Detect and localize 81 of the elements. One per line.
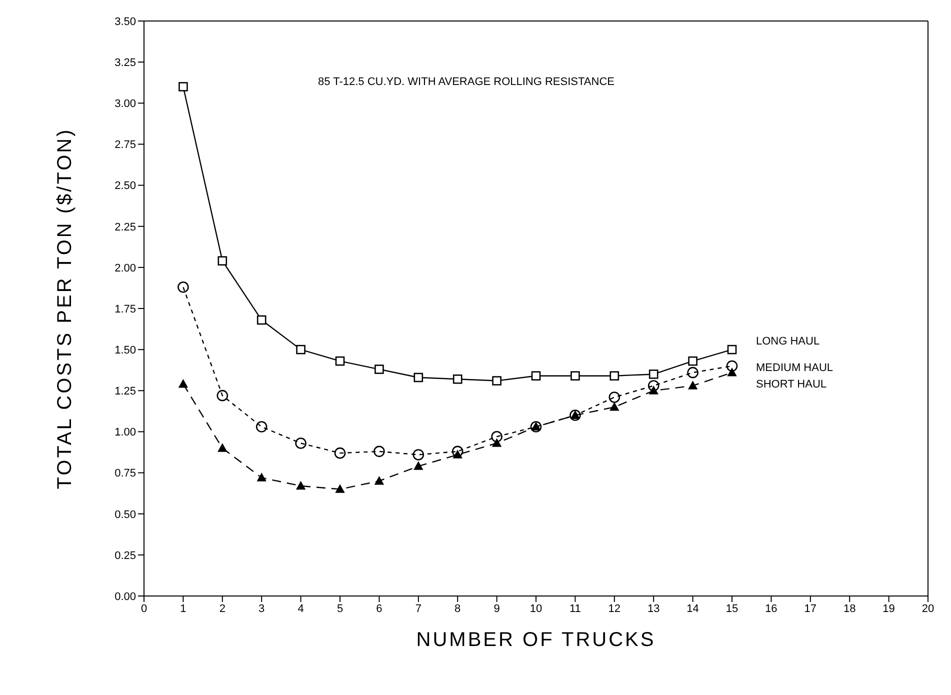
point [256, 421, 268, 432]
y-tick-label: 0.75 [114, 468, 136, 480]
x-tick-label: 3 [258, 602, 265, 615]
y-tick-label: 0.50 [114, 508, 136, 521]
x-tick-label: 16 [765, 602, 778, 615]
point [570, 371, 580, 381]
point [296, 481, 306, 490]
x-tick-label: 6 [376, 602, 382, 615]
point [374, 364, 384, 374]
x-axis-title: NUMBER OF TRUCKS [416, 629, 656, 651]
point [178, 82, 188, 92]
point [178, 281, 189, 293]
point [728, 368, 736, 376]
x-tick-label: 20 [922, 602, 934, 615]
point [452, 446, 464, 458]
point [726, 360, 738, 372]
point [374, 446, 385, 458]
point [688, 381, 698, 390]
x-tick-label: 19 [882, 602, 895, 615]
y-tick-label: 0.25 [114, 550, 136, 562]
y-tick-label: 2.25 [114, 221, 136, 234]
point [336, 484, 344, 493]
point [610, 402, 619, 411]
x-tick-label: 10 [530, 602, 542, 615]
y-tick-label: 2.75 [114, 139, 136, 152]
point [374, 476, 384, 485]
point [257, 473, 266, 482]
x-tick-label: 12 [608, 602, 621, 615]
x-tick-label: 0 [140, 602, 148, 615]
point [414, 462, 423, 470]
y-tick-label: 2.00 [114, 262, 136, 274]
point [491, 430, 502, 442]
series-label: MEDIUM HAUL [756, 362, 834, 374]
x-tick-label: 11 [569, 602, 581, 615]
y-tick-label: 1.50 [114, 344, 136, 356]
series-label: SHORT HAUL [756, 378, 827, 390]
x-tick-label: 14 [686, 602, 699, 615]
x-tick-label: 8 [454, 602, 461, 615]
x-tick-label: 5 [336, 602, 344, 615]
point [688, 356, 698, 366]
point [216, 390, 228, 402]
y-tick-label: 2.50 [114, 180, 136, 192]
point [335, 356, 345, 366]
point [218, 256, 228, 266]
y-tick-label: 3.00 [114, 98, 136, 110]
y-tick-label: 3.25 [114, 56, 136, 69]
point [492, 438, 502, 447]
series-label: LONG HAUL [756, 335, 820, 348]
point [452, 374, 462, 384]
point [531, 371, 541, 381]
annotation: 85 T-12.5 CU.YD. WITH AVERAGE ROLLING RESISTANCE [318, 76, 614, 88]
x-tick-label: 4 [298, 602, 304, 615]
point [648, 380, 660, 392]
y-tick-label: 1.75 [114, 303, 136, 316]
y-tick-label: 1.25 [114, 386, 136, 398]
y-tick-label: 1.00 [114, 426, 136, 439]
point [492, 376, 502, 386]
point [334, 447, 346, 459]
point [296, 344, 306, 354]
y-tick-label: 0.00 [114, 590, 136, 603]
point [412, 449, 424, 460]
point [687, 366, 698, 378]
point [218, 444, 227, 452]
point [608, 392, 620, 403]
x-tick-label: 15 [726, 602, 738, 615]
point [414, 372, 424, 382]
x-tick-label: 1 [180, 602, 186, 615]
x-tick-label: 18 [843, 602, 856, 615]
x-tick-label: 7 [415, 602, 422, 615]
point [295, 438, 306, 449]
y-axis-title: TOTAL COSTS PER TON ($/TON) [54, 128, 76, 490]
x-tick-label: 13 [647, 602, 660, 615]
point [610, 371, 620, 381]
x-tick-label: 9 [494, 602, 500, 615]
point [256, 315, 266, 325]
point [727, 344, 737, 354]
point [648, 370, 658, 379]
point [178, 380, 188, 388]
y-tick-label: 3.50 [114, 16, 136, 28]
x-tick-label: 2 [219, 602, 226, 615]
x-tick-label: 17 [804, 602, 817, 615]
